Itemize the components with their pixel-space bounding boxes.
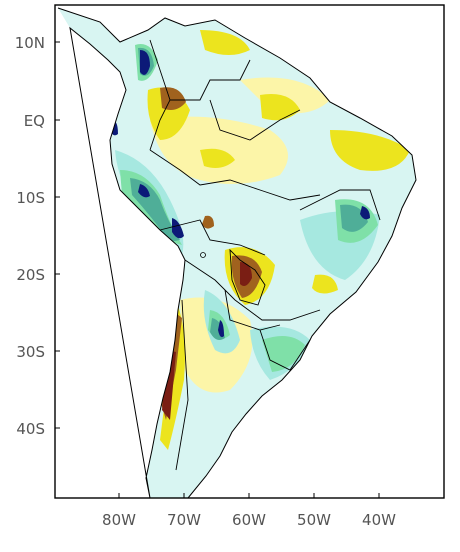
- lon-label-60W: 60W: [232, 511, 266, 529]
- dark-brown-zones: [162, 262, 252, 420]
- lat-label-10S: 10S: [16, 189, 45, 207]
- map-frame: [54, 4, 445, 499]
- lon-label-40W: 40W: [362, 511, 396, 529]
- lat-label-EQ: EQ: [24, 112, 45, 130]
- longitude-axis: 80W 70W 60W 50W 40W: [102, 493, 396, 529]
- lon-label-70W: 70W: [167, 511, 201, 529]
- country-borders: [149, 39, 381, 471]
- lat-label-20S: 20S: [16, 266, 45, 284]
- yellow-zones: [147, 30, 410, 450]
- lat-label-30S: 30S: [16, 343, 45, 361]
- lon-label-50W: 50W: [297, 511, 331, 529]
- latitude-axis: 10N EQ 10S 20S 30S 40S: [15, 34, 60, 438]
- lake-titicaca: [200, 252, 206, 258]
- lon-label-80W: 80W: [102, 511, 136, 529]
- lat-label-10N: 10N: [15, 34, 45, 52]
- lat-label-40S: 40S: [16, 420, 45, 438]
- light-green-zones: [120, 44, 378, 372]
- pale-yellow-zones: [150, 77, 330, 393]
- light-cyan-zones: [115, 150, 380, 380]
